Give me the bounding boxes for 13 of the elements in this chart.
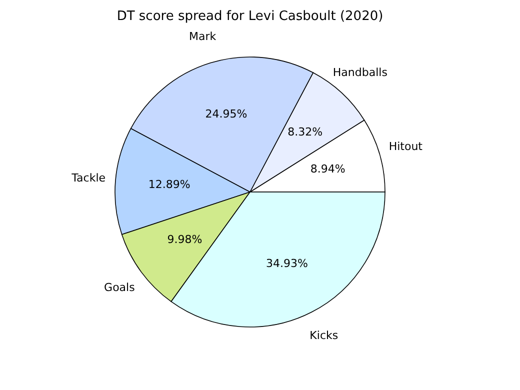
data-label: 24.95% (205, 108, 248, 121)
data-label: 34.93% (266, 257, 308, 270)
data-label: 8.94% (310, 162, 346, 176)
chart-title: DT score spread for Levi Casboult (2020) (116, 9, 384, 24)
slice-label: Handballs (332, 66, 388, 80)
data-label: 9.98% (167, 232, 202, 246)
slice-label: Tackle (70, 171, 106, 184)
slice-label: Kicks (310, 329, 338, 342)
data-label: 12.89% (148, 178, 190, 192)
slice-label: Mark (188, 30, 217, 44)
slice-label: Goals (104, 280, 136, 294)
slice-label: Hitout (388, 140, 424, 154)
data-label: 8.32% (288, 126, 323, 139)
